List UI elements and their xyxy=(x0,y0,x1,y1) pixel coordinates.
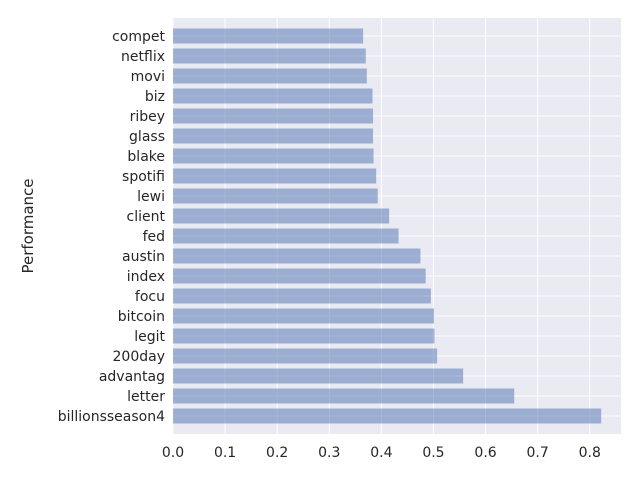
y-tick-label: compet xyxy=(112,29,165,45)
x-tick-label: 0.4 xyxy=(370,445,392,461)
bar-letter xyxy=(173,388,515,404)
y-axis-label: Performance xyxy=(19,178,37,273)
y-tick-label: ribey xyxy=(130,109,165,125)
y-tick-label: advantag xyxy=(99,369,165,385)
bar-index xyxy=(173,268,426,284)
bar-focu xyxy=(173,288,431,304)
y-tick-label: index xyxy=(127,269,165,285)
y-tick-label: netflix xyxy=(121,49,165,65)
y-tick-label: legit xyxy=(134,329,165,345)
x-tick-label: 0.3 xyxy=(318,445,340,461)
y-tick-label: lewi xyxy=(137,189,165,205)
bar-200day xyxy=(173,348,438,364)
bar-legit xyxy=(173,328,435,344)
bar-billionsseason4 xyxy=(173,408,602,424)
y-tick-label: fed xyxy=(143,229,165,245)
y-tick-label: blake xyxy=(127,149,165,165)
x-tick-label: 0.6 xyxy=(474,445,496,461)
x-tick-label: 0.2 xyxy=(266,445,288,461)
bar-blake xyxy=(173,148,374,164)
x-tick-label: 0.0 xyxy=(162,445,184,461)
plot-area xyxy=(173,18,621,434)
y-tick-labels: compet netflix movi biz ribey glass blake spoti… xyxy=(58,29,166,425)
x-tick-label: 0.5 xyxy=(422,445,444,461)
bar-lewi xyxy=(173,188,378,204)
bar-biz xyxy=(173,88,373,104)
y-tick-label: 200day xyxy=(113,349,165,365)
bar-fed xyxy=(173,228,399,244)
y-tick-label: letter xyxy=(127,389,165,405)
y-tick-label: biz xyxy=(145,89,165,105)
bar-advantag xyxy=(173,368,464,384)
y-tick-label: billionsseason4 xyxy=(58,409,165,425)
x-tick-label: 0.7 xyxy=(527,445,549,461)
bar-bitcoin xyxy=(173,308,434,324)
y-tick-label: client xyxy=(127,209,166,225)
bar-ribey xyxy=(173,108,374,124)
x-tick-label: 0.1 xyxy=(214,445,236,461)
x-tick-label: 0.8 xyxy=(579,445,601,461)
bar-spotifi xyxy=(173,168,377,184)
y-tick-label: movi xyxy=(131,69,165,85)
bar-movi xyxy=(173,68,367,84)
y-tick-label: focu xyxy=(135,289,165,305)
bar-client xyxy=(173,208,390,224)
y-tick-label: spotifi xyxy=(122,169,165,185)
y-tick-label: austin xyxy=(122,249,165,265)
bar-netflix xyxy=(173,48,366,64)
bars xyxy=(173,28,602,424)
bar-austin xyxy=(173,248,421,264)
x-tick-labels: 0.0 0.1 0.2 0.3 0.4 0.5 0.6 0.7 0.8 xyxy=(162,445,601,461)
bar-glass xyxy=(173,128,374,144)
y-tick-label: glass xyxy=(129,129,165,145)
bar-compet xyxy=(173,28,364,44)
y-tick-label: bitcoin xyxy=(118,309,165,325)
